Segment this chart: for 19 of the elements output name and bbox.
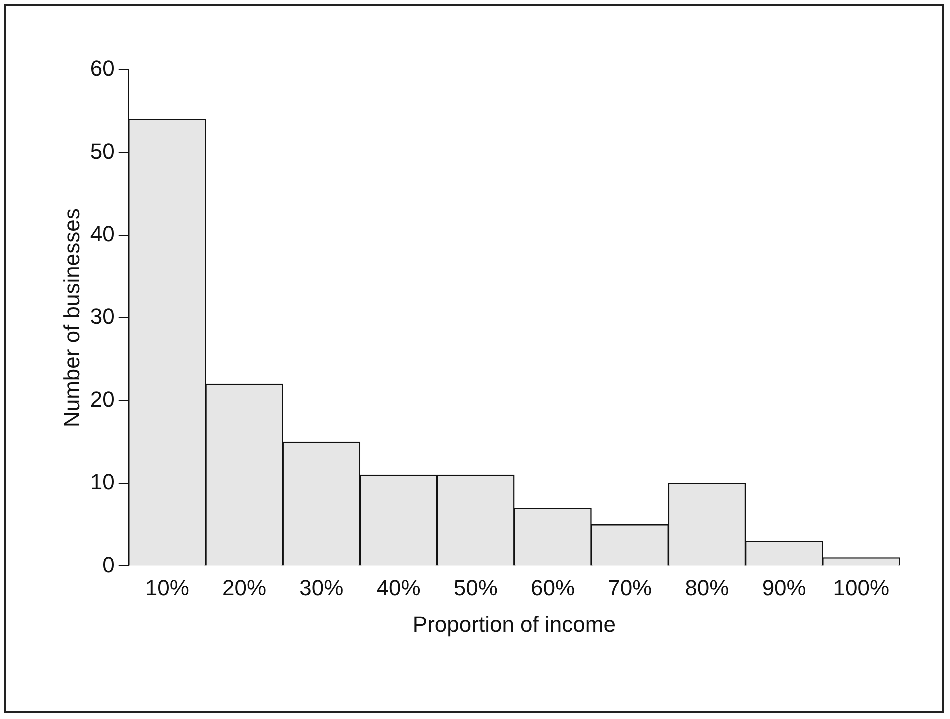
y-tick-label: 0 [102, 552, 115, 578]
x-tick-label: 100% [833, 575, 890, 600]
x-tick-label: 20% [222, 575, 267, 600]
x-tick-label: 70% [608, 575, 652, 600]
y-tick-label: 30 [90, 304, 115, 330]
x-tick-label: 30% [300, 575, 344, 600]
x-axis-title: Proportion of income [412, 612, 616, 637]
y-tick-label: 10 [90, 470, 115, 495]
x-tick-label: 10% [145, 575, 190, 600]
y-tick-label: 60 [90, 56, 115, 82]
y-tick-label: 20 [90, 386, 115, 412]
x-tick-label: 50% [454, 575, 498, 600]
x-tick-label: 60% [530, 575, 576, 600]
x-tick-label: 90% [762, 575, 806, 600]
y-axis-title: Number of businesses [59, 208, 84, 428]
x-tick-label: 80% [685, 575, 730, 600]
x-tick-label: 40% [376, 575, 421, 600]
y-tick-label: 40 [90, 221, 115, 246]
y-tick-label: 50 [90, 138, 115, 164]
